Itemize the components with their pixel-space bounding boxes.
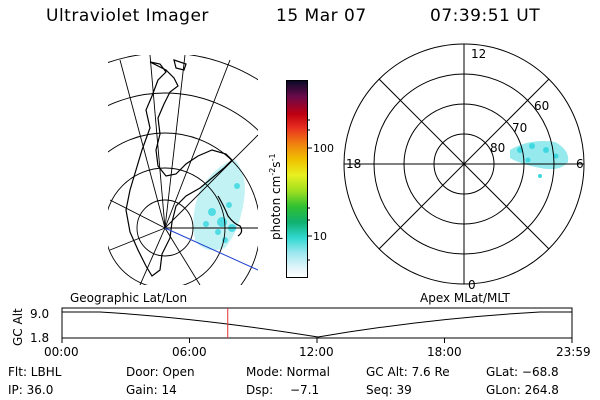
timeline-xtick-2359: 23:59 — [556, 345, 591, 359]
glon-readout: GLon: 264.8 — [486, 383, 559, 397]
instrument-title: Ultraviolet Imager — [46, 6, 209, 26]
timeline-xtick-0000: 00:00 — [44, 345, 79, 359]
colorbar — [286, 80, 308, 278]
dsp-readout: Dsp: — [246, 383, 274, 397]
colorbar-tick-100: 100 — [313, 142, 334, 155]
timeline-ytick-high: 9.0 — [30, 307, 49, 321]
gain-readout: Gain: 14 — [126, 383, 177, 397]
timeline-frame — [61, 307, 573, 339]
polar-plot: 12 18 6 0 80 70 60 — [343, 43, 585, 292]
timeline-ylabel: GC Alt — [11, 308, 25, 346]
dsp-value: −7.1 — [290, 383, 320, 397]
timeline-xtick-1800: 18:00 — [427, 345, 462, 359]
geographic-map-panel — [108, 55, 258, 285]
timeline-ytick-low: 1.8 — [30, 331, 49, 345]
altitude-timeline: Geographic Lat/Lon Apex MLat/MLT GC Alt … — [11, 291, 591, 359]
colorbar-tick-10: 10 — [313, 230, 327, 243]
colorbar-axis: 100 10 photon cm-2s-1 — [268, 119, 334, 261]
door-readout: Door: Open — [126, 365, 195, 379]
mode-readout: Mode: Normal — [246, 365, 330, 379]
colorbar-unit-label: photon cm-2s-1 — [268, 153, 283, 240]
mlat-label-60: 60 — [534, 99, 549, 113]
observation-time: 07:39:51 UT — [430, 6, 541, 26]
altitude-curve — [62, 311, 572, 338]
timeline-xtick-1200: 12:00 — [299, 345, 334, 359]
noon-meridian — [164, 227, 258, 271]
observation-date: 15 Mar 07 — [276, 6, 367, 26]
mlt-label-dawn: 6 — [576, 157, 584, 171]
gc-alt-readout: GC Alt: 7.6 Re — [366, 365, 450, 379]
continent-outlines — [125, 59, 243, 277]
mlt-label-dusk: 18 — [346, 157, 361, 171]
timeline-xtick-0600: 06:00 — [172, 345, 207, 359]
seq-readout: Seq: 39 — [366, 383, 412, 397]
ip-readout: IP: 36.0 — [8, 383, 54, 397]
geo-meridian-grid — [109, 55, 258, 285]
mlt-label-noon: 12 — [471, 47, 486, 61]
polar-aurora — [510, 141, 569, 178]
timeline-left-title: Geographic Lat/Lon — [70, 291, 187, 305]
timeline-right-title: Apex MLat/MLT — [420, 291, 510, 305]
filter-readout: Flt: LBHL — [8, 365, 62, 379]
glat-readout: GLat: −68.8 — [486, 365, 559, 379]
mlat-label-80: 80 — [490, 141, 505, 155]
mlat-label-70: 70 — [512, 121, 527, 135]
mlt-label-midnight: 0 — [468, 278, 476, 292]
